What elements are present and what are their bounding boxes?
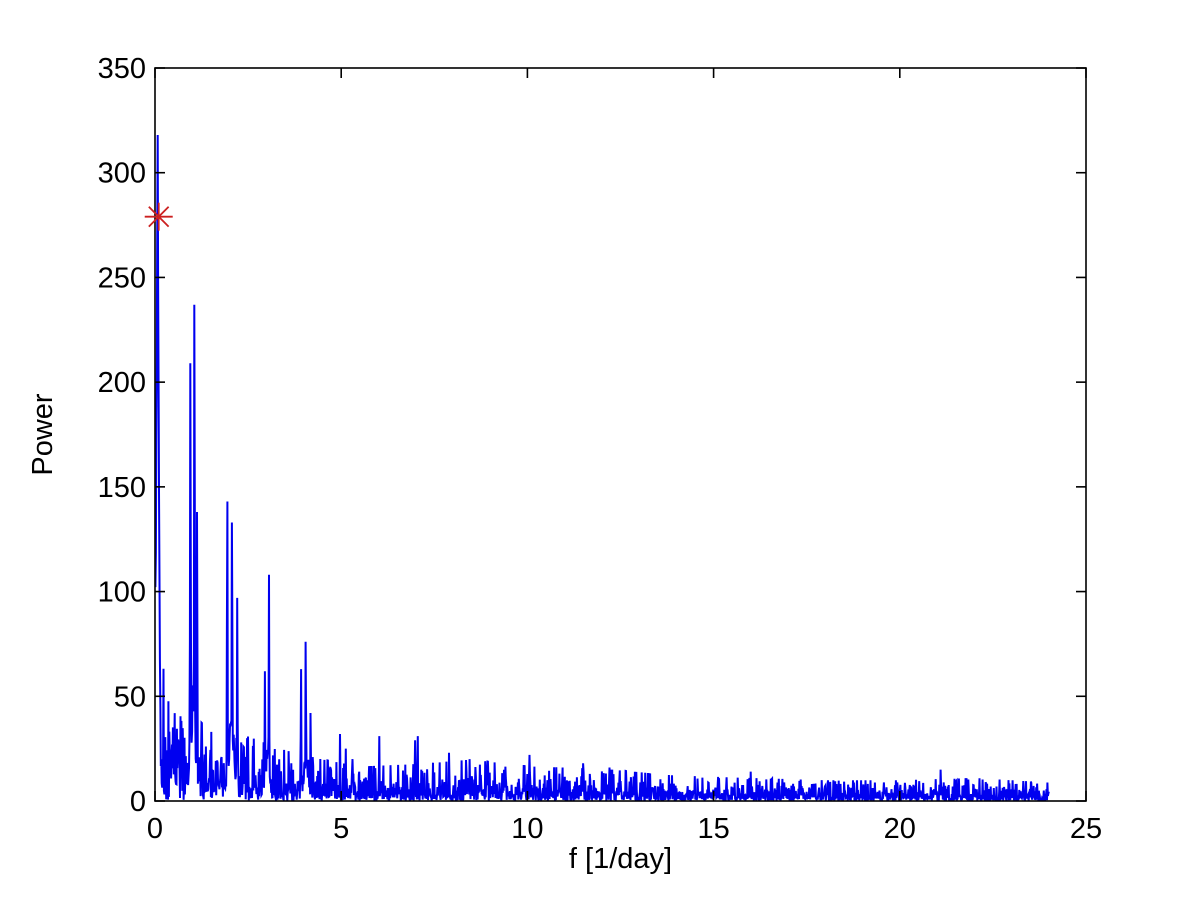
y-axis-label: Power — [27, 393, 59, 476]
y-tick-label: 300 — [98, 158, 146, 190]
x-tick-label: 20 — [884, 813, 916, 845]
y-tick-label: 250 — [98, 262, 146, 294]
y-tick-label: 150 — [98, 472, 146, 504]
marker-layer — [144, 202, 173, 231]
y-tick-label: 0 — [130, 786, 146, 818]
x-tick-label: 5 — [333, 813, 349, 845]
y-tick-label: 350 — [98, 53, 146, 85]
plot-border — [154, 67, 1087, 802]
peak-marker-icon — [144, 202, 173, 231]
x-tick-label: 25 — [1070, 813, 1102, 845]
x-tick-label: 10 — [511, 813, 543, 845]
x-tick-label: 15 — [697, 813, 729, 845]
y-tick-label: 200 — [98, 367, 146, 399]
data-layer — [155, 134, 1050, 801]
y-tick-label: 100 — [98, 577, 146, 609]
peak-marker-arm — [148, 206, 170, 228]
x-axis-label: f [1/day] — [569, 843, 672, 875]
y-tick-label: 50 — [114, 681, 146, 713]
spectrum-line — [155, 134, 1050, 801]
x-tick-label: 0 — [147, 813, 163, 845]
